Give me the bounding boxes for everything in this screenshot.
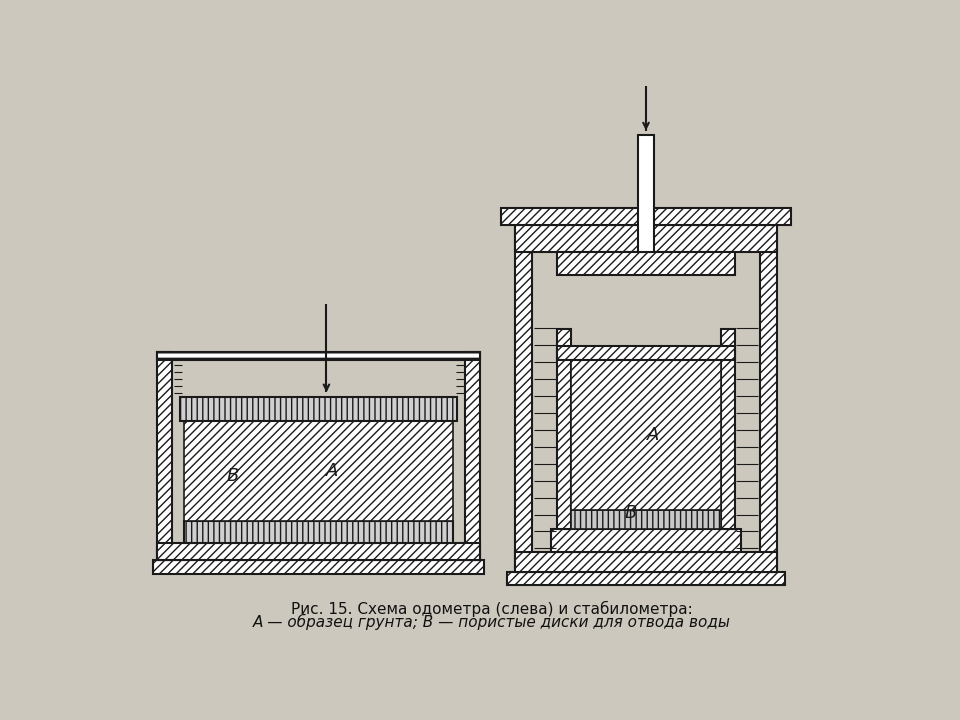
Bar [558,329,571,529]
Text: A: A [326,462,339,480]
Bar [154,560,484,574]
Bar [157,543,480,560]
Bar [157,352,480,360]
Bar [184,521,453,543]
Bar [516,552,777,572]
Text: B: B [625,505,637,523]
Bar [760,225,777,572]
Text: A: A [647,426,660,444]
Bar [721,329,734,529]
Bar [157,352,173,560]
Text: A — образец грунта; B — пористые диски для отвода воды: A — образец грунта; B — пористые диски д… [253,614,731,631]
Bar [558,346,734,360]
Bar [180,397,457,421]
Text: B: B [227,467,239,485]
Bar [465,352,480,560]
Bar [551,529,741,552]
Bar [571,510,721,529]
Bar [571,360,721,510]
Bar [508,572,784,585]
Bar [516,225,532,572]
Bar [558,252,734,275]
Bar [501,208,791,225]
Bar [184,421,453,521]
Text: Рис. 15. Схема одометра (слева) и стабилометра:: Рис. 15. Схема одометра (слева) и стабил… [291,600,693,616]
Bar [516,225,777,252]
Bar [637,135,655,252]
